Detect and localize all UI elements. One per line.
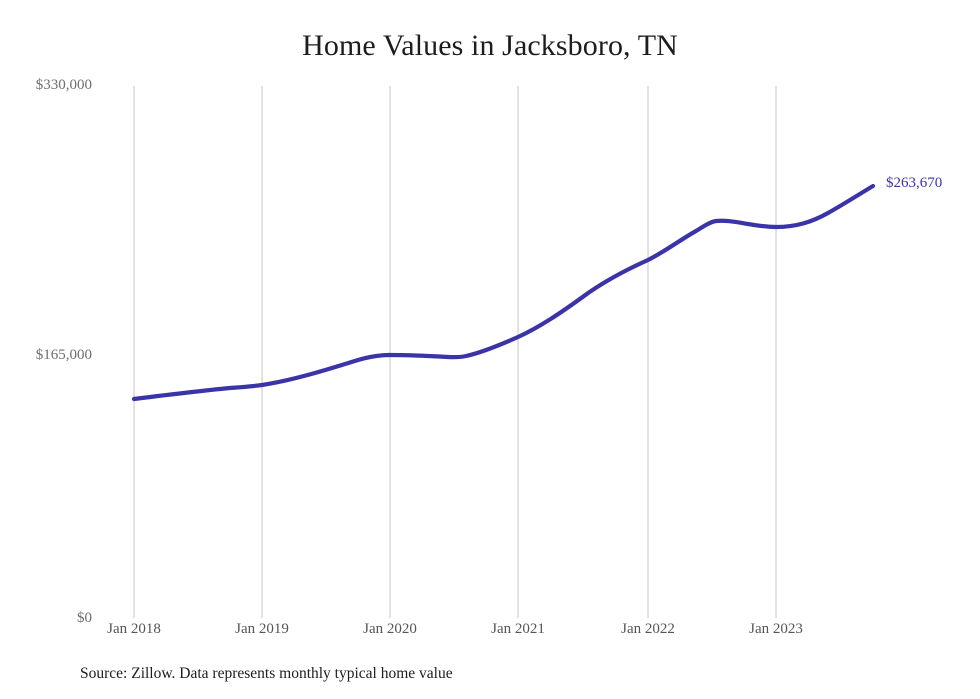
data-series-typical-home-value	[131, 183, 876, 402]
x-axis-tick-label-jan-2023: Jan 2023	[749, 621, 803, 637]
x-axis-tick-label-jan-2019: Jan 2019	[235, 621, 289, 637]
page-title: Home Values in Jacksboro, TN	[302, 29, 678, 62]
y-axis-tick-label-mid: $165,000	[35, 347, 92, 363]
source-note: Source: Zillow. Data represents monthly …	[80, 665, 453, 682]
line-path-typical-home-value	[131, 183, 876, 402]
x-axis-tick-label-jan-2018: Jan 2018	[107, 621, 161, 637]
y-axis-tick-label-top: $330,000	[35, 77, 92, 93]
gridlines	[133, 86, 777, 618]
x-axis-tick-label-jan-2020: Jan 2020	[363, 621, 417, 637]
endpoint-value-annotation: $263,670	[886, 175, 943, 191]
x-axis-tick-label-jan-2022: Jan 2022	[621, 621, 675, 637]
x-axis-tick-label-jan-2021: Jan 2021	[491, 621, 545, 637]
y-axis-tick-label-bottom: $0	[77, 610, 92, 626]
